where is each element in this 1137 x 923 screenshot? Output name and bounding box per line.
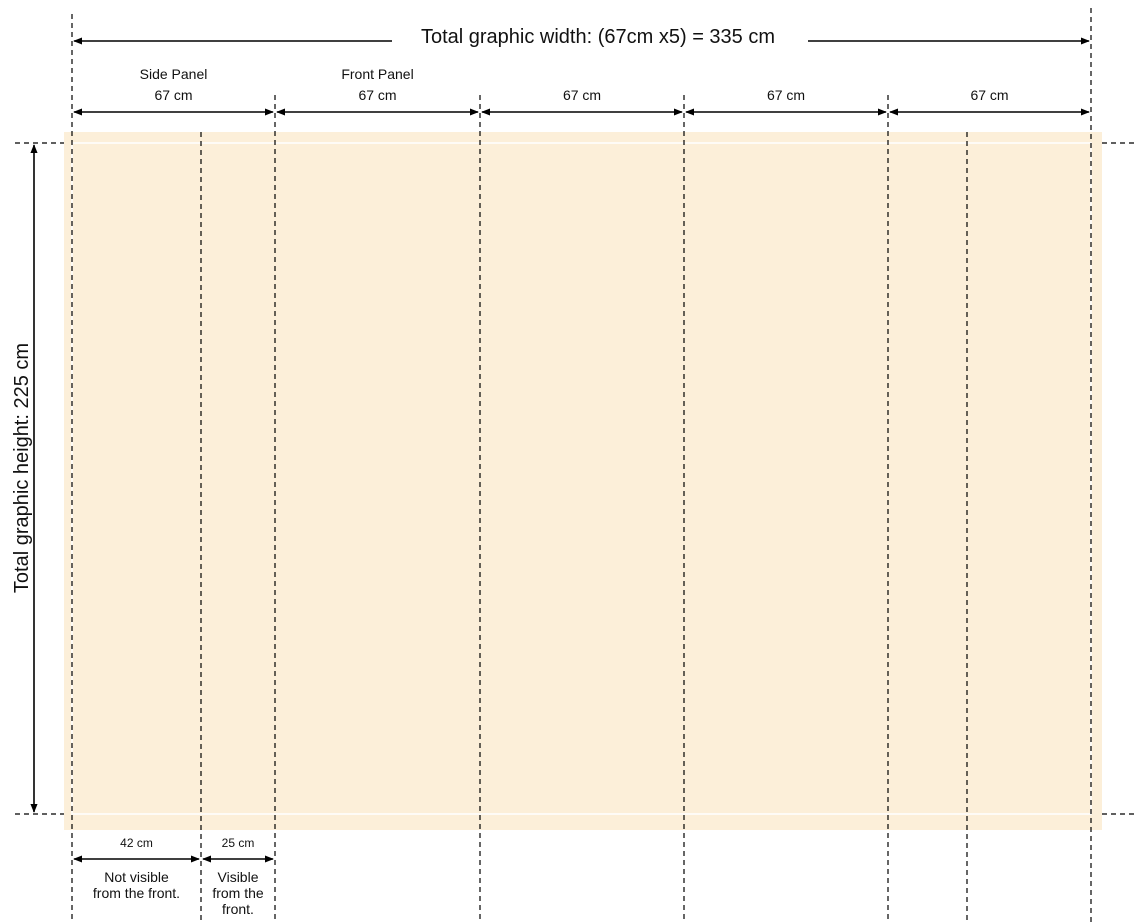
panel-width-label: 67 cm [767, 87, 805, 103]
panel-width-label: 67 cm [358, 87, 396, 103]
panel-title: Front Panel [341, 66, 413, 82]
panel-title: Side Panel [140, 66, 208, 82]
panel-dividers [71, 8, 1092, 923]
total-width-label: Total graphic width: (67cm x5) = 335 cm [421, 26, 775, 48]
not-visible-portion-width-label: 42 cm [120, 836, 153, 850]
visible-portion-width-label: 25 cm [222, 836, 255, 850]
not-visible-portion-label-bg [76, 832, 197, 854]
visible-portion-note: from the [212, 885, 264, 901]
not-visible-portion-note: Not visible [104, 869, 169, 885]
corner-extension-lines [15, 142, 1137, 815]
graphic-area [64, 132, 1102, 830]
total-width-label-bg [392, 22, 808, 58]
panel-width-label: 67 cm [154, 87, 192, 103]
panel-width-dimensions: Side Panel 67 cm Front Panel 67 cm 67 cm 67 c… [73, 66, 1090, 116]
panel-width-label: 67 cm [563, 87, 601, 103]
total-height-label: Total graphic height: 225 cm [11, 343, 33, 593]
visible-portion-label-bg [205, 832, 271, 854]
not-visible-portion-note: from the front. [93, 885, 180, 901]
visible-portion-note: front. [222, 901, 254, 917]
visible-portion-note: Visible [218, 869, 259, 885]
panel-width-label: 67 cm [970, 87, 1008, 103]
